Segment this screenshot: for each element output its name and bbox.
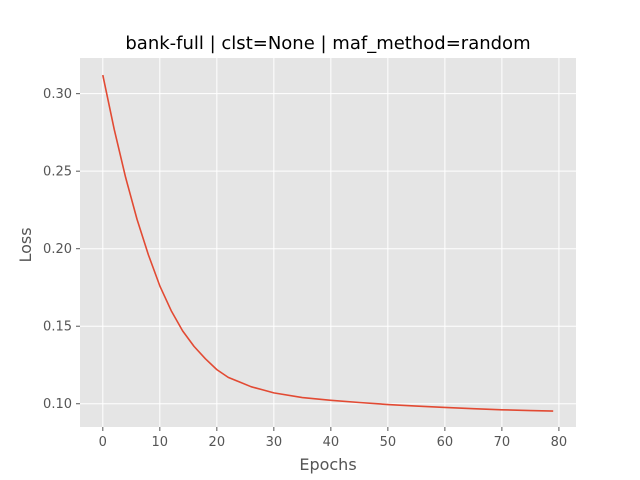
x-tick-label: 70: [494, 435, 511, 450]
series-lines: [102, 74, 554, 412]
x-tick-label: 0: [99, 435, 107, 450]
x-tick-label: 40: [323, 435, 340, 450]
x-tick-label: 20: [209, 435, 226, 450]
x-tick-label: 80: [551, 435, 568, 450]
x-tick-label: 50: [380, 435, 397, 450]
plot-area: [80, 58, 576, 427]
y-axis-label: Loss: [16, 227, 35, 262]
loss-line: [102, 74, 554, 412]
x-tick-label: 60: [437, 435, 454, 450]
y-axis-ticks: 0.10 0.15 0.20 0.25 0.30: [43, 87, 80, 412]
y-tick-label: 0.30: [43, 87, 72, 102]
y-tick-label: 0.25: [43, 165, 72, 180]
x-axis-ticks: 0 10 20 30 40 50 60 70 80: [99, 427, 568, 450]
x-tick-label: 10: [152, 435, 169, 450]
x-axis-label: Epochs: [299, 455, 356, 474]
y-tick-label: 0.15: [43, 320, 72, 335]
y-tick-label: 0.20: [43, 242, 72, 257]
x-tick-label: 30: [266, 435, 283, 450]
grid-lines: [80, 58, 576, 427]
chart-title: bank-full | clst=None | maf_method=rando…: [125, 33, 530, 54]
y-tick-label: 0.10: [43, 397, 72, 412]
